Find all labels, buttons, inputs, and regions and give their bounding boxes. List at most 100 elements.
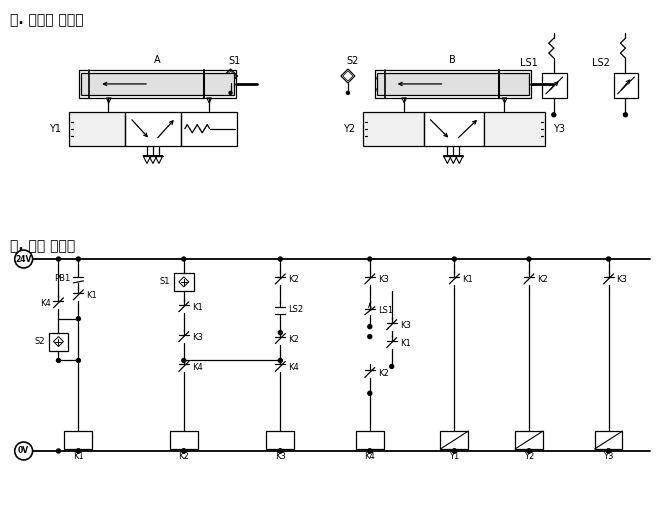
Text: LS2: LS2 <box>592 58 610 68</box>
Bar <box>266 431 294 449</box>
Circle shape <box>606 449 610 453</box>
Bar <box>356 431 384 449</box>
Text: PB1: PB1 <box>54 275 71 283</box>
Circle shape <box>368 449 372 453</box>
Text: LS2: LS2 <box>288 305 303 314</box>
Bar <box>81 73 233 95</box>
Bar <box>377 73 529 95</box>
Bar <box>542 73 567 98</box>
Circle shape <box>229 91 232 94</box>
Text: S2: S2 <box>34 337 45 346</box>
Circle shape <box>278 449 282 453</box>
Circle shape <box>368 257 372 261</box>
Text: 24V: 24V <box>15 255 32 264</box>
Text: K2: K2 <box>288 276 299 284</box>
Circle shape <box>15 250 33 268</box>
Text: B: B <box>449 55 456 65</box>
Bar <box>594 431 622 449</box>
Bar <box>440 431 468 449</box>
Circle shape <box>278 359 282 362</box>
Text: S1: S1 <box>159 277 170 287</box>
Text: K4: K4 <box>288 363 299 372</box>
Bar <box>125 112 181 146</box>
Text: K4: K4 <box>191 363 203 372</box>
Text: K2: K2 <box>179 453 189 461</box>
Circle shape <box>346 91 350 94</box>
Circle shape <box>182 449 186 453</box>
Circle shape <box>527 257 531 261</box>
Bar <box>363 112 424 146</box>
Circle shape <box>57 257 61 261</box>
Circle shape <box>77 449 80 453</box>
Text: K3: K3 <box>616 276 628 284</box>
Text: K3: K3 <box>400 321 410 330</box>
Bar <box>515 431 543 449</box>
Circle shape <box>57 449 61 453</box>
Text: K1: K1 <box>462 276 473 284</box>
Text: Y3: Y3 <box>604 453 614 461</box>
Text: LS1: LS1 <box>520 58 538 68</box>
Text: 0V: 0V <box>18 446 29 456</box>
Bar <box>170 431 197 449</box>
Text: K3: K3 <box>378 276 389 284</box>
Circle shape <box>624 113 628 117</box>
Circle shape <box>527 449 531 453</box>
Circle shape <box>452 449 456 453</box>
Text: K2: K2 <box>378 369 388 378</box>
Circle shape <box>57 359 61 362</box>
Text: K3: K3 <box>191 333 203 342</box>
Circle shape <box>368 325 372 329</box>
Text: K2: K2 <box>537 276 548 284</box>
Circle shape <box>527 449 531 453</box>
Bar <box>49 333 69 350</box>
Circle shape <box>182 257 186 261</box>
Text: Y2: Y2 <box>343 124 355 134</box>
Text: S1: S1 <box>229 56 241 66</box>
Bar <box>65 431 92 449</box>
Text: LS1: LS1 <box>378 306 393 315</box>
Text: K3: K3 <box>275 453 285 461</box>
Bar <box>181 112 237 146</box>
Circle shape <box>606 449 610 453</box>
Circle shape <box>368 335 372 339</box>
Circle shape <box>278 330 282 335</box>
Circle shape <box>606 257 610 261</box>
Circle shape <box>15 442 33 460</box>
Circle shape <box>452 257 456 261</box>
Circle shape <box>452 449 456 453</box>
Circle shape <box>552 113 556 117</box>
Text: K2: K2 <box>288 335 299 344</box>
Text: 나. 전기 회로도: 나. 전기 회로도 <box>10 239 75 253</box>
Text: K1: K1 <box>73 453 84 461</box>
Text: Y1: Y1 <box>450 453 460 461</box>
Circle shape <box>368 449 372 453</box>
Circle shape <box>390 364 394 369</box>
Circle shape <box>368 392 372 395</box>
Bar <box>69 112 125 146</box>
Text: Y3: Y3 <box>553 124 565 134</box>
Text: S2: S2 <box>346 56 358 66</box>
Bar <box>79 70 235 98</box>
Circle shape <box>77 257 80 261</box>
Text: 가. 공기압 회로도: 가. 공기압 회로도 <box>10 14 83 27</box>
Circle shape <box>182 449 186 453</box>
Circle shape <box>77 359 80 362</box>
Bar <box>614 73 638 98</box>
Bar <box>484 112 545 146</box>
Circle shape <box>182 359 186 362</box>
Circle shape <box>77 449 80 453</box>
Text: A: A <box>153 55 160 65</box>
Text: K1: K1 <box>86 291 97 300</box>
Text: K1: K1 <box>191 303 203 312</box>
Text: K1: K1 <box>400 339 410 348</box>
Bar <box>174 273 193 291</box>
Circle shape <box>278 449 282 453</box>
Text: Y1: Y1 <box>49 124 61 134</box>
Text: K4: K4 <box>364 453 375 461</box>
Text: K4: K4 <box>40 299 51 309</box>
Bar <box>424 112 484 146</box>
Bar <box>375 70 531 98</box>
Text: Y2: Y2 <box>524 453 534 461</box>
Circle shape <box>77 317 80 321</box>
Circle shape <box>278 257 282 261</box>
